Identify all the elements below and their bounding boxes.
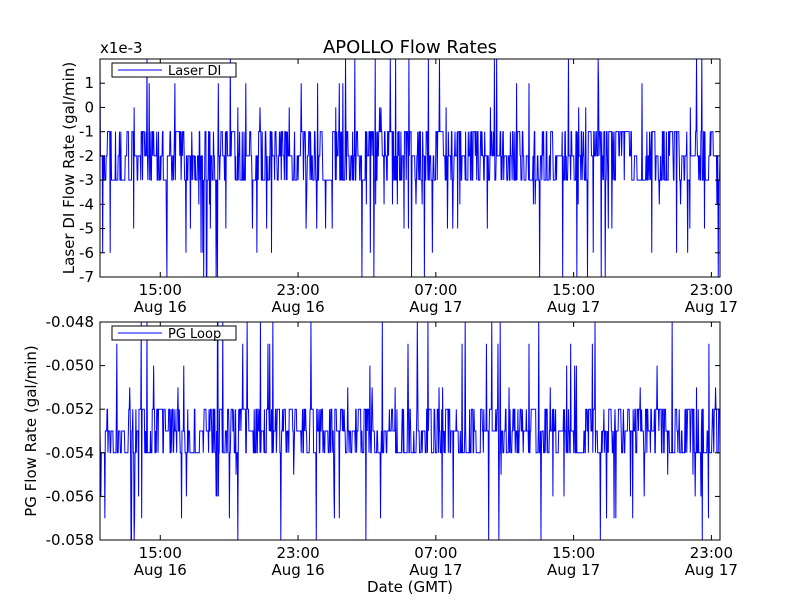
laser-di-y-tick-label: 0: [84, 98, 94, 116]
pg-loop-y-tick-label: -0.050: [46, 357, 94, 375]
laser-di-y-tick-label: -2: [79, 147, 94, 165]
laser-di-y-tick-label: 1: [84, 74, 94, 92]
pg-loop-x-tick-time: 15:00: [552, 544, 595, 562]
pg-loop-legend-box: [111, 325, 237, 341]
pg-loop-y-axis-label: PG Flow Rate (gal/min): [22, 345, 40, 517]
pg-loop-y-tick-label: -0.056: [46, 487, 94, 505]
laser-di-y-tick-label: -3: [79, 171, 94, 189]
pg-loop-x-tick-time: 23:00: [276, 544, 319, 562]
pg-loop-y-tick-label: -0.054: [46, 444, 94, 462]
pg-loop-x-tick-date: Aug 16: [271, 561, 324, 579]
laser-di-y-tick-label: -7: [79, 268, 94, 286]
laser-di-x-tick-date: Aug 17: [409, 298, 462, 316]
pg-loop-y-tick-label: -0.048: [46, 313, 94, 331]
pg-loop-y-tick-label: -0.058: [46, 531, 94, 549]
pg-loop-legend-label: PG Loop: [168, 327, 221, 342]
laser-di-y-axis-label: Laser DI Flow Rate (gal/min): [60, 62, 78, 274]
x-axis-label: Date (GMT): [367, 578, 453, 596]
laser-di-x-tick-date: Aug 16: [134, 298, 187, 316]
laser-di-series-layer: [99, 58, 721, 278]
laser-di-y-tick-label: -4: [79, 195, 94, 213]
laser-di-y-tick-label: -5: [79, 220, 94, 238]
pg-loop-x-tick-date: Aug 17: [409, 561, 462, 579]
pg-loop-x-tick-date: Aug 17: [547, 561, 600, 579]
pg-loop-x-tick-time: 07:00: [414, 544, 457, 562]
laser-di-legend-label: Laser DI: [168, 64, 221, 79]
pg-loop-ticks: -0.048 -0.050 -0.052 -0.054 -0.056 -0.058 15:0…: [46, 313, 738, 579]
chart-title: APOLLO Flow Rates: [323, 37, 497, 58]
pg-loop-panel: -0.048 -0.050 -0.052 -0.054 -0.056 -0.058 15:0…: [22, 313, 738, 579]
laser-di-x-tick-date: Aug 16: [271, 298, 324, 316]
laser-di-y-tick-label: -6: [79, 244, 94, 262]
laser-di-y-tick-label: -1: [79, 123, 94, 141]
laser-di-x-tick-time: 23:00: [690, 281, 733, 299]
pg-loop-y-tick-label: -0.052: [46, 400, 94, 418]
pg-loop-plot-frame: [99, 321, 721, 541]
laser-di-x-tick-date: Aug 17: [547, 298, 600, 316]
pg-loop-x-tick-time: 15:00: [139, 544, 182, 562]
laser-di-plot-frame: [99, 58, 721, 278]
pg-loop-series-layer: [99, 321, 721, 541]
laser-di-x-tick-time: 15:00: [552, 281, 595, 299]
pg-loop-x-tick-time: 23:00: [690, 544, 733, 562]
pg-loop-x-tick-date: Aug 16: [134, 561, 187, 579]
laser-di-offset-label: x1e-3: [100, 39, 143, 57]
pg-loop-x-tick-date: Aug 17: [685, 561, 738, 579]
laser-di-x-tick-time: 15:00: [139, 281, 182, 299]
laser-di-legend-box: [111, 62, 237, 78]
pg-loop-series-line: [99, 321, 721, 541]
pg-loop-legend: PG Loop: [111, 325, 237, 342]
laser-di-legend: Laser DI: [111, 62, 237, 79]
laser-di-x-tick-time: 07:00: [414, 281, 457, 299]
laser-di-series-line: [99, 58, 721, 278]
laser-di-x-tick-date: Aug 17: [685, 298, 738, 316]
laser-di-x-tick-time: 23:00: [276, 281, 319, 299]
